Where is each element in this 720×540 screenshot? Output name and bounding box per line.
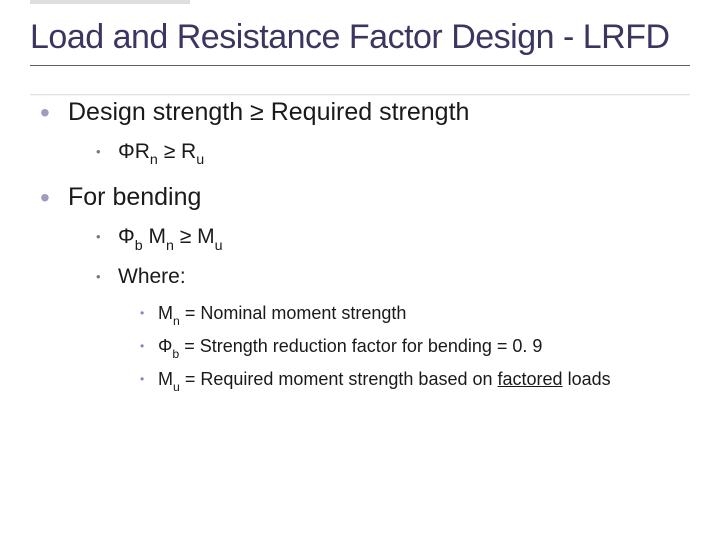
subscript: n: [173, 314, 180, 328]
top-accent-bar: [30, 0, 190, 4]
formula-part: M: [158, 303, 173, 323]
bullet-design-strength: Design strength ≥ Required strength ΦRn …: [40, 96, 690, 169]
slide-title: Load and Resistance Factor Design - LRFD: [30, 18, 690, 57]
bullet-mn-def: Mn = Nominal moment strength: [140, 301, 690, 328]
bullet-text: For bending: [68, 183, 201, 211]
subscript: u: [173, 380, 180, 394]
def-text: = Strength reduction factor for bending …: [179, 336, 542, 356]
slide: Load and Resistance Factor Design - LRFD…: [0, 0, 720, 540]
formula-part: Φ: [158, 336, 172, 356]
bullet-text: Where:: [118, 265, 186, 288]
subscript: n: [150, 152, 158, 168]
bullet-text: Design strength ≥ Required strength: [68, 98, 469, 126]
bullet-list-level2: Φb Mn ≥ Mu Where: Mn = Nominal moment st…: [96, 223, 690, 394]
subscript: b: [135, 238, 143, 254]
subscript: u: [215, 238, 223, 254]
title-block: Load and Resistance Factor Design - LRFD: [30, 18, 690, 66]
formula-part: ΦR: [118, 140, 150, 163]
formula-part: ≥ M: [174, 225, 215, 248]
subscript: b: [172, 347, 179, 361]
formula-part: M: [158, 369, 173, 389]
bullet-list-level1: Design strength ≥ Required strength ΦRn …: [40, 96, 690, 394]
bullet-phib-def: Φb = Strength reduction factor for bendi…: [140, 334, 690, 361]
bullet-phi-rn: ΦRn ≥ Ru: [96, 138, 690, 169]
def-text: = Required moment strength based on: [180, 369, 498, 389]
bullet-list-level2: ΦRn ≥ Ru: [96, 138, 690, 169]
subscript: n: [166, 238, 174, 254]
bullet-where: Where: Mn = Nominal moment strength Φb =…: [96, 263, 690, 395]
underlined-word: factored: [498, 369, 563, 389]
bullet-phib-mn: Φb Mn ≥ Mu: [96, 223, 690, 254]
bullet-list-level3: Mn = Nominal moment strength Φb = Streng…: [140, 301, 690, 394]
bullet-for-bending: For bending Φb Mn ≥ Mu Where: Mn = Nomin…: [40, 181, 690, 394]
formula-part: ≥ R: [158, 140, 196, 163]
formula-part: Φ: [118, 225, 135, 248]
bullet-mu-def: Mu = Required moment strength based on f…: [140, 367, 690, 394]
def-text: = Nominal moment strength: [180, 303, 407, 323]
def-text: loads: [563, 369, 611, 389]
subscript: u: [196, 152, 204, 168]
formula-part: M: [143, 225, 166, 248]
